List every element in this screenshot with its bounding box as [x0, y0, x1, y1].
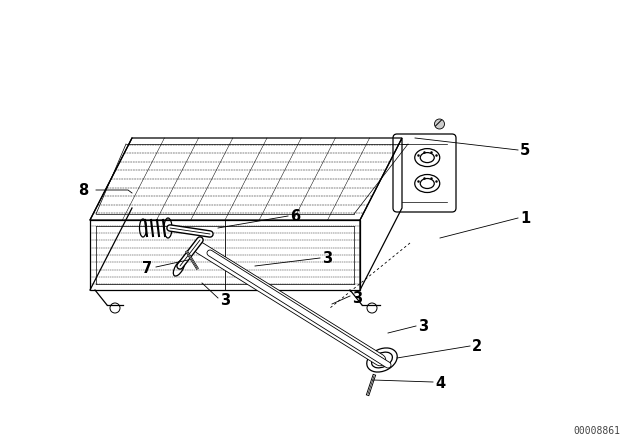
Circle shape: [435, 119, 445, 129]
Text: 5: 5: [520, 142, 531, 158]
Text: 8: 8: [78, 182, 88, 198]
Text: 3: 3: [220, 293, 230, 307]
Text: 3: 3: [322, 250, 332, 266]
Text: 3: 3: [352, 290, 362, 306]
Text: 4: 4: [435, 375, 445, 391]
Text: 2: 2: [472, 339, 482, 353]
Text: 1: 1: [520, 211, 531, 225]
Text: 3: 3: [418, 319, 428, 333]
Text: 7: 7: [142, 260, 152, 276]
Text: 00008861: 00008861: [573, 426, 620, 436]
Text: 6: 6: [290, 208, 300, 224]
